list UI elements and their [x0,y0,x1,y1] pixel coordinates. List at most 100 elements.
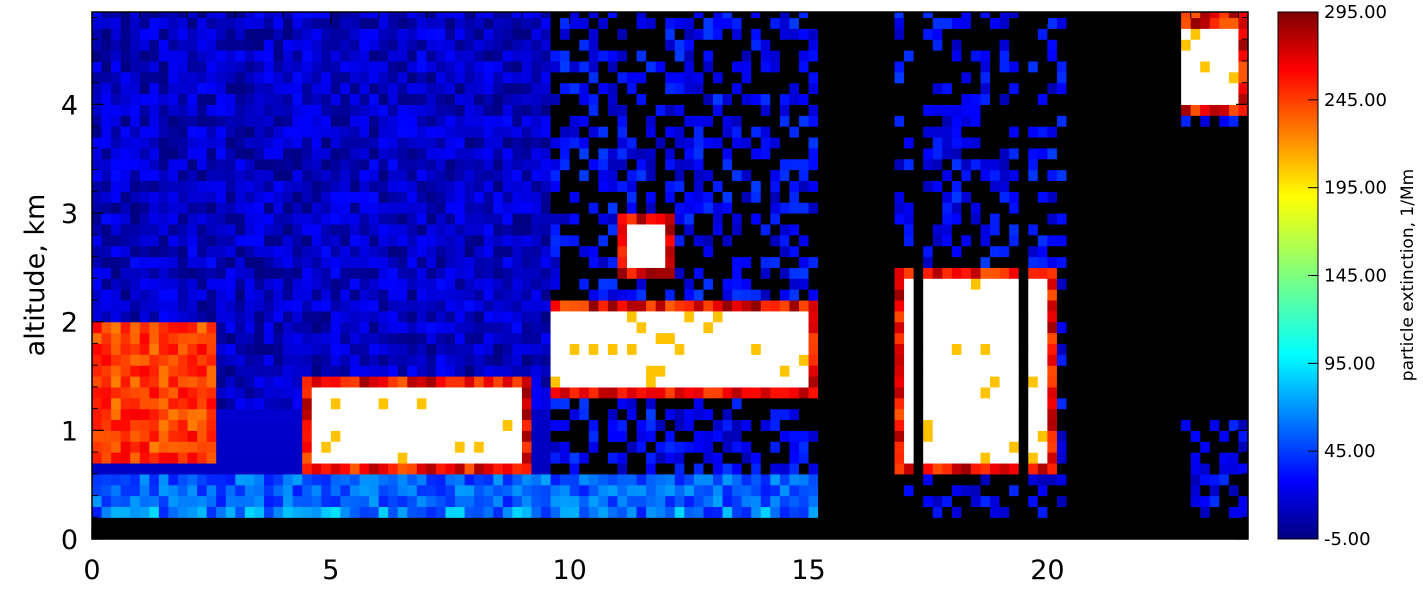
heatmap-cell [435,462,447,475]
heatmap-cell [435,278,447,290]
heatmap-cell [684,376,695,388]
heatmap-cell [158,158,170,171]
heatmap-cell [693,473,705,486]
heatmap-cell [92,245,103,258]
heatmap-cell [311,376,322,388]
heatmap-cell [311,310,322,323]
heatmap-cell [550,267,561,279]
heatmap-cell [139,517,150,529]
heatmap-cell [302,234,313,247]
heatmap-cell [349,484,361,497]
heatmap-cell [273,245,284,258]
heatmap-cell [665,267,676,279]
heatmap-cell [502,180,513,192]
heatmap-cell [512,28,523,40]
heatmap-cell [550,484,561,497]
heatmap-cell [779,234,791,247]
heatmap-cell [617,93,628,105]
heatmap-cell [521,180,533,192]
heatmap-cell [321,169,332,182]
heatmap-cell [961,289,972,301]
heatmap-cell [197,517,208,529]
heatmap-cell [369,39,380,51]
heatmap-cell [1047,12,1058,19]
heatmap-cell [693,180,705,192]
heatmap-cell [856,430,867,442]
heatmap-cell [693,408,705,421]
heatmap-cell [741,169,752,182]
heatmap-cell [627,332,638,345]
heatmap-cell [942,50,953,62]
heatmap-cell [712,430,724,442]
heatmap-cell [904,50,915,62]
heatmap-cell [865,71,877,84]
heatmap-cell [197,60,208,73]
heatmap-cell [712,495,724,508]
heatmap-cell [588,473,599,486]
heatmap-cell [875,473,886,486]
heatmap-cell [455,354,466,366]
heatmap-cell [512,12,523,19]
heatmap-cell [168,136,179,149]
heatmap-cell [445,310,456,323]
heatmap-cell [865,50,877,62]
heatmap-cell [674,213,685,225]
heatmap-cell [321,50,332,62]
heatmap-cell [330,267,341,279]
heatmap-cell [216,397,227,410]
heatmap-cell [302,191,313,203]
heatmap-cell [149,278,160,290]
heatmap-cell [111,202,122,214]
heatmap-cell [655,169,666,182]
heatmap-cell [674,71,685,84]
heatmap-cell [569,12,580,19]
heatmap-cell [321,517,332,529]
heatmap-cell [646,169,657,182]
heatmap-cell [388,60,399,73]
heatmap-cell [732,234,743,247]
heatmap-cell [206,473,217,486]
heatmap-cell [588,289,599,301]
heatmap-cell [1037,299,1048,312]
heatmap-cell [1037,462,1048,475]
heatmap-cell [789,169,800,182]
heatmap-cell [560,430,571,442]
heatmap-cell [961,430,972,442]
heatmap-cell [990,169,1001,182]
heatmap-cell [846,321,857,334]
heatmap-cell [283,82,294,95]
heatmap-cell [111,354,122,366]
heatmap-cell [904,158,915,171]
heatmap-cell [158,278,170,290]
heatmap-cell [674,158,685,171]
heatmap-cell [474,267,485,279]
heatmap-cell [894,278,905,290]
heatmap-cell [674,517,685,529]
heatmap-cell [130,202,141,214]
heatmap-cell [407,191,418,203]
heatmap-cell [894,408,905,421]
heatmap-cell [254,278,265,290]
heatmap-cell [722,441,733,453]
heatmap-cell [187,506,198,518]
heatmap-cell [894,28,905,40]
heatmap-cell [216,343,227,355]
heatmap-cell [168,158,179,171]
heatmap-cell [560,82,571,95]
heatmap-cell [445,104,456,116]
heatmap-cell [703,126,714,138]
heatmap-cell [369,28,380,40]
heatmap-cell [693,71,705,84]
heatmap-cell [732,169,743,182]
heatmap-cell [770,17,781,29]
heatmap-cell [865,60,877,73]
heatmap-cell [340,93,351,105]
heatmap-cell [541,234,552,247]
heatmap-cell [531,506,542,518]
heatmap-cell [665,343,676,355]
heatmap-cell [349,430,361,442]
heatmap-cell [435,517,447,529]
heatmap-cell [932,158,943,171]
heatmap-cell [732,386,743,399]
heatmap-cell [627,289,638,301]
